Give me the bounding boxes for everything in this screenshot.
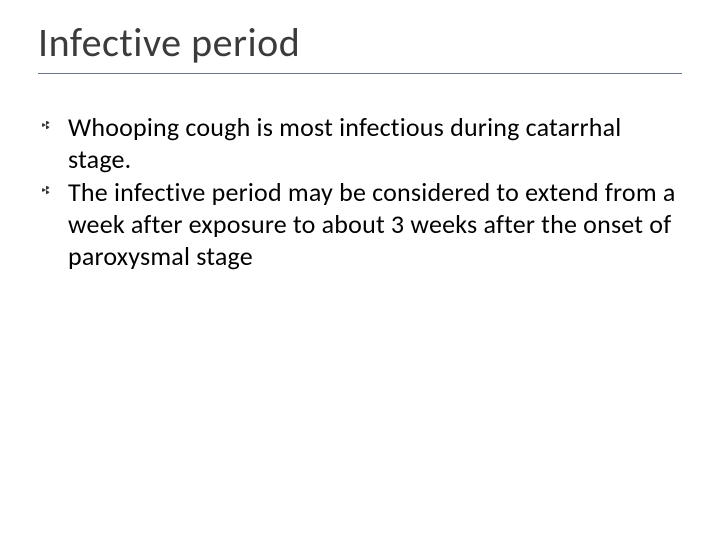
slide-title: Infective period <box>38 18 682 67</box>
list-item: Whooping cough is most infectious during… <box>38 112 686 175</box>
bullet-text: The infective period may be considered t… <box>68 176 676 271</box>
pinwheel-icon <box>42 186 50 194</box>
list-item: The infective period may be considered t… <box>38 177 686 272</box>
title-region: Infective period <box>38 18 682 74</box>
bullet-list: Whooping cough is most infectious during… <box>38 112 686 273</box>
pinwheel-icon <box>42 121 50 129</box>
bullet-text: Whooping cough is most infectious during… <box>68 111 621 175</box>
title-underline <box>38 73 682 74</box>
slide: Infective period Whooping cough is most … <box>0 0 720 540</box>
content-region: Whooping cough is most infectious during… <box>38 112 686 275</box>
